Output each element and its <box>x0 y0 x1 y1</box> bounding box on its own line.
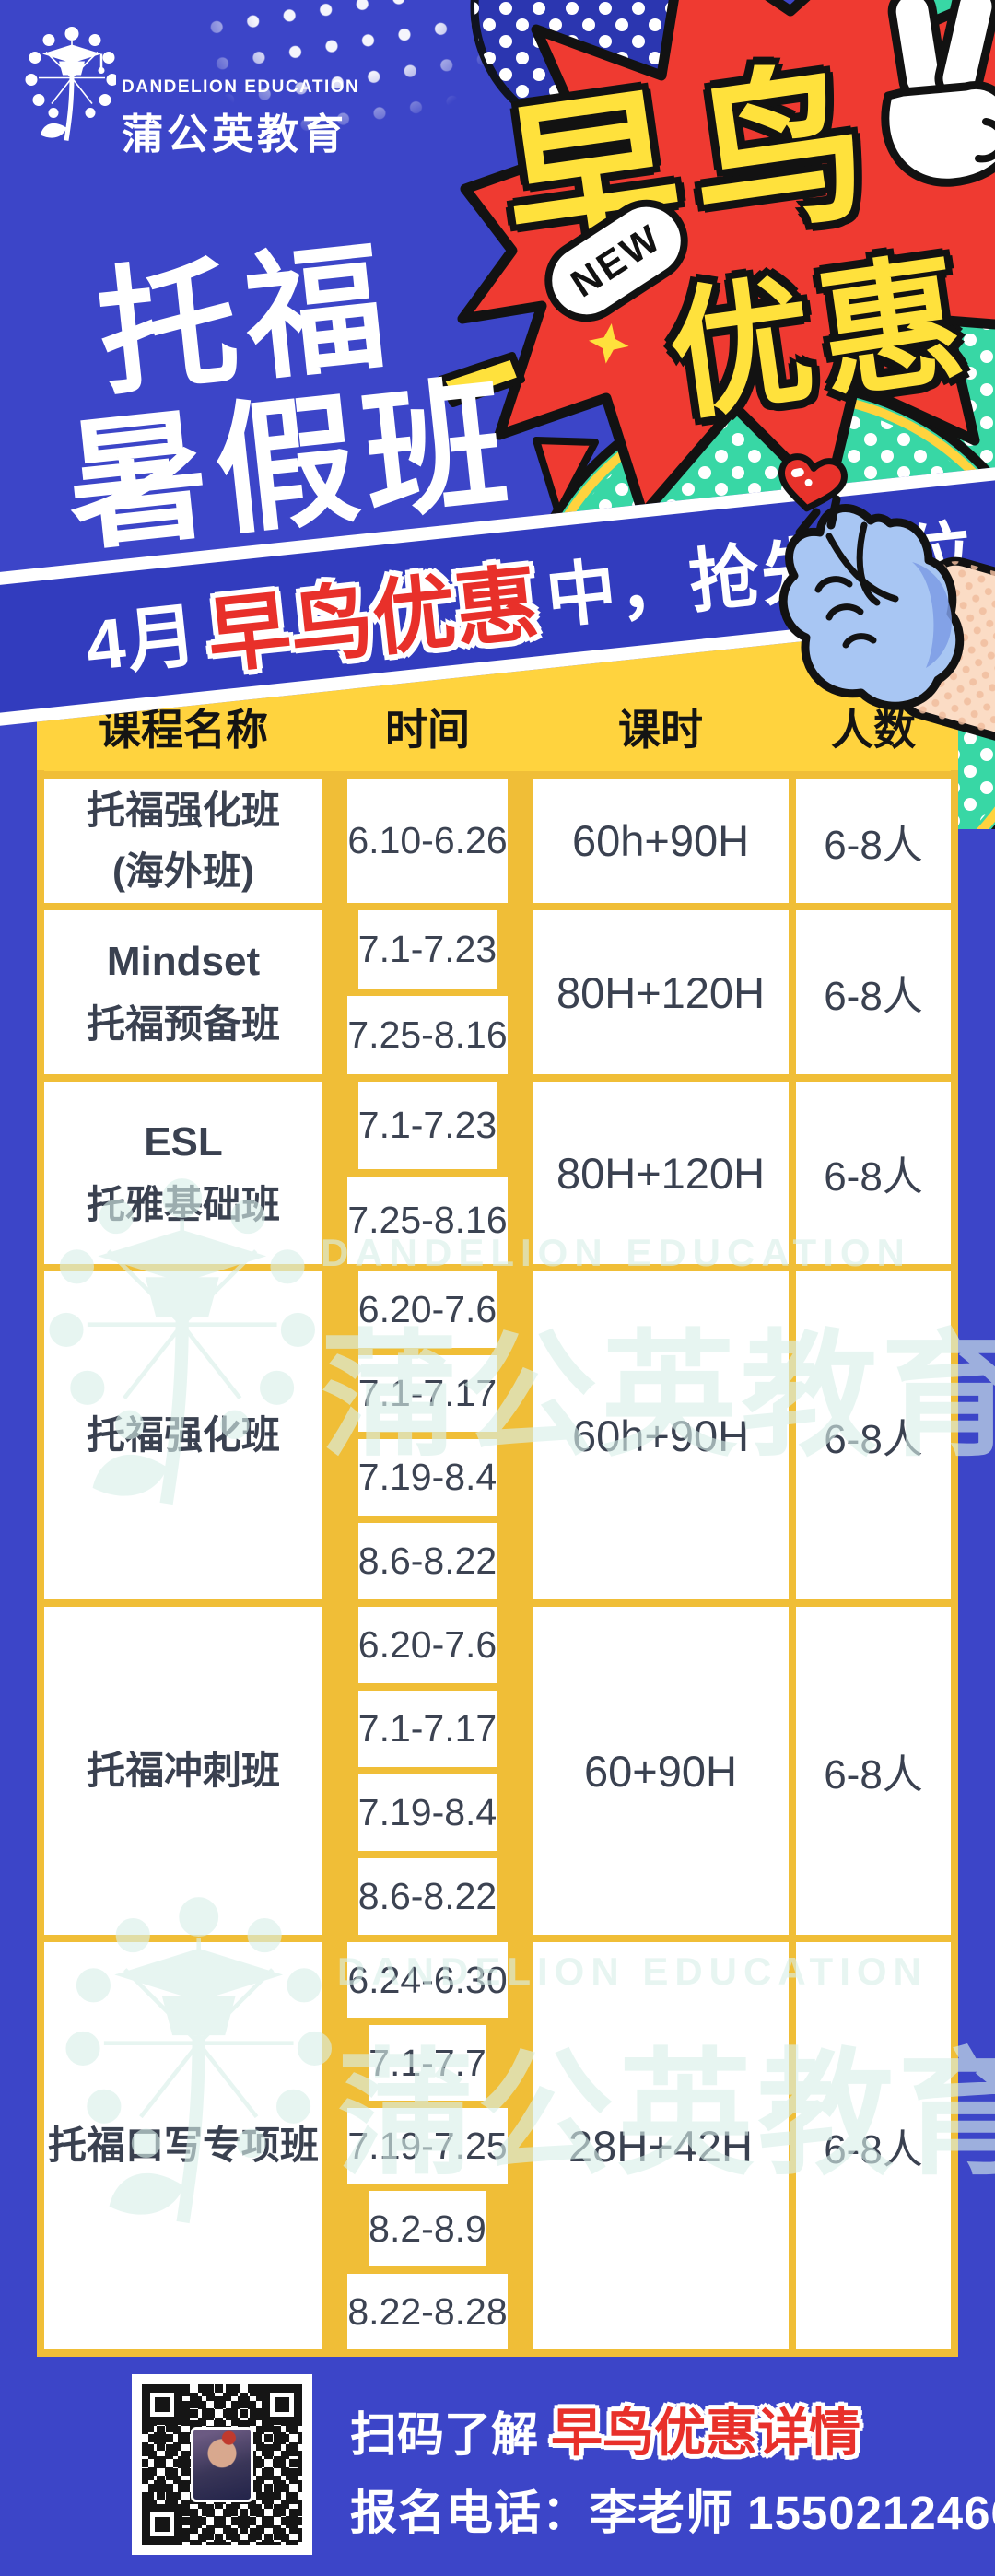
class-hours: 60h+90H <box>533 779 789 903</box>
class-hours: 60+90H <box>533 1607 789 1935</box>
date-range: 7.19-8.4 <box>357 1439 498 1516</box>
qr-finder-icon <box>142 2504 182 2545</box>
scan-cta: 扫码了解 早鸟优惠详情 <box>350 2392 860 2466</box>
class-size: 6-8人 <box>796 779 951 903</box>
finger-heart-hand-icon <box>778 504 965 710</box>
banner-prefix: 4月 <box>82 595 203 686</box>
header-course: 课程名称 <box>99 705 268 754</box>
qr-center-photo <box>191 2427 253 2502</box>
date-range: 7.1-7.7 <box>369 2025 486 2101</box>
date-range: 6.20-7.6 <box>357 1271 498 1348</box>
date-range: 7.25-8.16 <box>347 996 508 1074</box>
class-size: 6-8人 <box>796 1607 951 1935</box>
course-name: Mindset 托福预备班 <box>44 910 322 1074</box>
table-row: 托福强化班 (海外班) 6.10-6.26 60h+90H 6-8人 <box>44 779 951 903</box>
snap-lines <box>795 495 841 537</box>
date-range: 7.1-7.23 <box>357 910 498 989</box>
class-size: 6-8人 <box>796 1271 951 1599</box>
time-cell: 6.20-7.6 7.1-7.17 7.19-8.4 8.6-8.22 <box>330 1607 525 1935</box>
header-time: 时间 <box>385 705 470 754</box>
scan-cta-highlight: 早鸟优惠详情 <box>551 2404 861 2462</box>
date-range: 7.19-8.4 <box>357 1774 498 1851</box>
course-name: 托福口写专项班 <box>44 1942 322 2349</box>
date-range: 8.2-8.9 <box>369 2191 486 2266</box>
date-range: 7.1-7.17 <box>357 1691 498 1767</box>
course-table: 课程名称 时间 课时 人数 托福强化班 (海外班) 6.10-6.26 60h+… <box>37 603 958 2357</box>
time-cell: 7.1-7.23 7.25-8.16 <box>330 910 525 1074</box>
brand-name: 蒲公英教育 <box>122 111 348 158</box>
table-row: Mindset 托福预备班 7.1-7.23 7.25-8.16 80H+120… <box>44 910 951 1074</box>
qr-pattern <box>142 2384 302 2545</box>
table-row: 托福强化班 6.20-7.6 7.1-7.17 7.19-8.4 8.6-8.2… <box>44 1271 951 1599</box>
class-size: 6-8人 <box>796 1082 951 1264</box>
time-cell: 6.20-7.6 7.1-7.17 7.19-8.4 8.6-8.22 <box>330 1271 525 1599</box>
course-name: 托福冲刺班 <box>44 1607 322 1935</box>
table-row: 托福冲刺班 6.20-7.6 7.1-7.17 7.19-8.4 8.6-8.2… <box>44 1607 951 1935</box>
yellow-dash <box>437 352 525 407</box>
time-cell: 7.1-7.23 7.25-8.16 <box>330 1082 525 1264</box>
table-row: ESL 托雅基础班 7.1-7.23 7.25-8.16 80H+120H 6-… <box>44 1082 951 1264</box>
date-range: 7.25-8.16 <box>347 1177 508 1264</box>
scan-cta-prefix: 扫码了解 <box>350 2408 539 2461</box>
date-range: 6.10-6.26 <box>347 779 508 903</box>
course-name: ESL 托雅基础班 <box>44 1082 322 1264</box>
finger-heart-illustration <box>778 453 995 744</box>
time-cell: 6.24-6.30 7.1-7.7 7.19-7.25 8.2-8.9 8.22… <box>330 1942 525 2349</box>
time-cell: 6.10-6.26 <box>330 779 525 903</box>
class-hours: 60h+90H <box>533 1271 789 1599</box>
qr-finder-icon <box>142 2384 182 2425</box>
table-row: 托福口写专项班 6.24-6.30 7.1-7.7 7.19-7.25 8.2-… <box>44 1942 951 2349</box>
class-size: 6-8人 <box>796 1942 951 2349</box>
brand-logo: DANDELION EDUCATION 蒲公英教育 <box>24 22 359 160</box>
class-size: 6-8人 <box>796 910 951 1074</box>
header-size: 人数 <box>831 705 916 754</box>
course-name: 托福强化班 (海外班) <box>44 779 322 903</box>
banner-highlight: 早鸟优惠 <box>203 557 543 685</box>
sparkle-icon <box>588 323 629 364</box>
peace-hand-icon <box>881 0 995 187</box>
date-range: 7.19-7.25 <box>347 2108 508 2184</box>
date-range: 7.1-7.17 <box>357 1355 498 1432</box>
date-range: 8.6-8.22 <box>357 1858 498 1935</box>
date-range: 7.1-7.23 <box>357 1082 498 1169</box>
qr-code <box>132 2374 312 2555</box>
date-range: 6.24-6.30 <box>347 1942 508 2018</box>
class-hours: 80H+120H <box>533 1082 789 1264</box>
date-range: 8.6-8.22 <box>357 1523 498 1599</box>
heart-icon <box>778 453 848 512</box>
qr-finder-icon <box>262 2384 302 2425</box>
date-range: 6.20-7.6 <box>357 1607 498 1683</box>
red-dash <box>533 437 599 516</box>
burst-text-line2: 优惠 <box>660 238 982 438</box>
header-hours: 课时 <box>618 705 703 754</box>
starburst <box>457 0 995 520</box>
course-name: 托福强化班 <box>44 1271 322 1599</box>
class-hours: 28H+42H <box>533 1942 789 2349</box>
class-hours: 80H+120H <box>533 910 789 1074</box>
date-range: 8.22-8.28 <box>347 2274 508 2349</box>
phone-line: 报名电话：李老师 15502124668 <box>350 2487 995 2539</box>
brand-caption: DANDELION EDUCATION <box>122 77 360 97</box>
dandelion-logo-icon <box>25 27 116 141</box>
page-title: 托福 暑假班 <box>44 222 521 568</box>
